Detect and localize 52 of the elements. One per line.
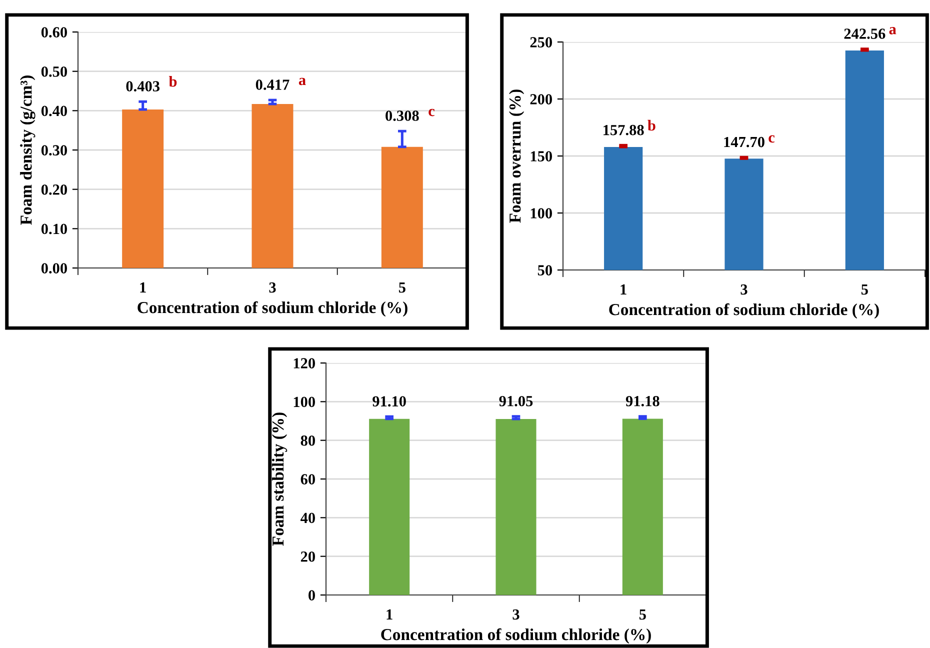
y-tick-label: 200 [530,94,552,104]
x-tick-label: 3 [740,284,748,295]
x-tick-label: 5 [639,609,646,620]
x-tick-label: 1 [620,284,626,294]
x-axis-title: Concentration of sodium chloride (%) [609,303,879,319]
y-tick-label: 250 [530,37,552,48]
y-tick-label: 100 [530,208,552,218]
bar [122,109,164,268]
annotation: a [298,78,306,86]
x-tick-label: 3 [512,609,520,620]
y-tick-label: 0.20 [41,184,67,195]
data-label: 0.417 [256,80,290,90]
data-label: 91.10 [372,396,406,407]
x-tick-label: 5 [398,282,406,293]
y-axis-title: Foam stability (%) [272,412,288,546]
y-tick-label: 80 [300,435,315,446]
y-tick-label: 20 [300,551,315,562]
x-tick-label: 1 [386,609,392,620]
y-tick-label: 50 [538,265,552,276]
y-tick-label: 0.40 [41,106,67,116]
y-tick-label: 40 [300,512,315,524]
annotation: b [648,120,656,131]
y-tick-label: 0.60 [41,27,67,38]
bar [252,104,294,268]
y-axis-title: Foam density (g/cm³) [20,76,36,225]
annotation: b [168,76,177,87]
y-tick-label: 150 [530,151,552,162]
data-label: 242.56 [844,28,886,39]
annotation: c [428,108,434,116]
data-label: 0.403 [126,81,160,92]
annotation: c [768,135,775,143]
y-tick-label: 0.00 [41,263,67,274]
y-tick-label: 60 [300,474,315,484]
y-axis-title: Foam overrun (%) [508,90,524,223]
bar [381,146,423,268]
x-tick-label: 1 [140,282,146,292]
x-tick-label: 3 [269,282,276,293]
y-tick-label: 100 [294,396,315,408]
data-label: 147.70 [724,136,764,148]
data-label: 91.18 [626,396,660,406]
data-label: 91.05 [499,396,533,406]
annotation: a [889,27,896,34]
x-axis-title: Concentration of sodium chloride (%) [138,301,408,317]
y-tick-label: 0.10 [41,224,67,234]
y-tick-label: 120 [294,358,315,368]
data-label: 0.308 [386,110,419,122]
x-tick-label: 5 [861,284,868,295]
data-label: 157.88 [604,124,644,136]
y-tick-label: 0 [308,590,315,600]
x-axis-title: Concentration of sodium chloride (%) [381,628,651,644]
y-tick-label: 0.50 [41,66,67,77]
y-tick-label: 0.30 [41,145,67,156]
